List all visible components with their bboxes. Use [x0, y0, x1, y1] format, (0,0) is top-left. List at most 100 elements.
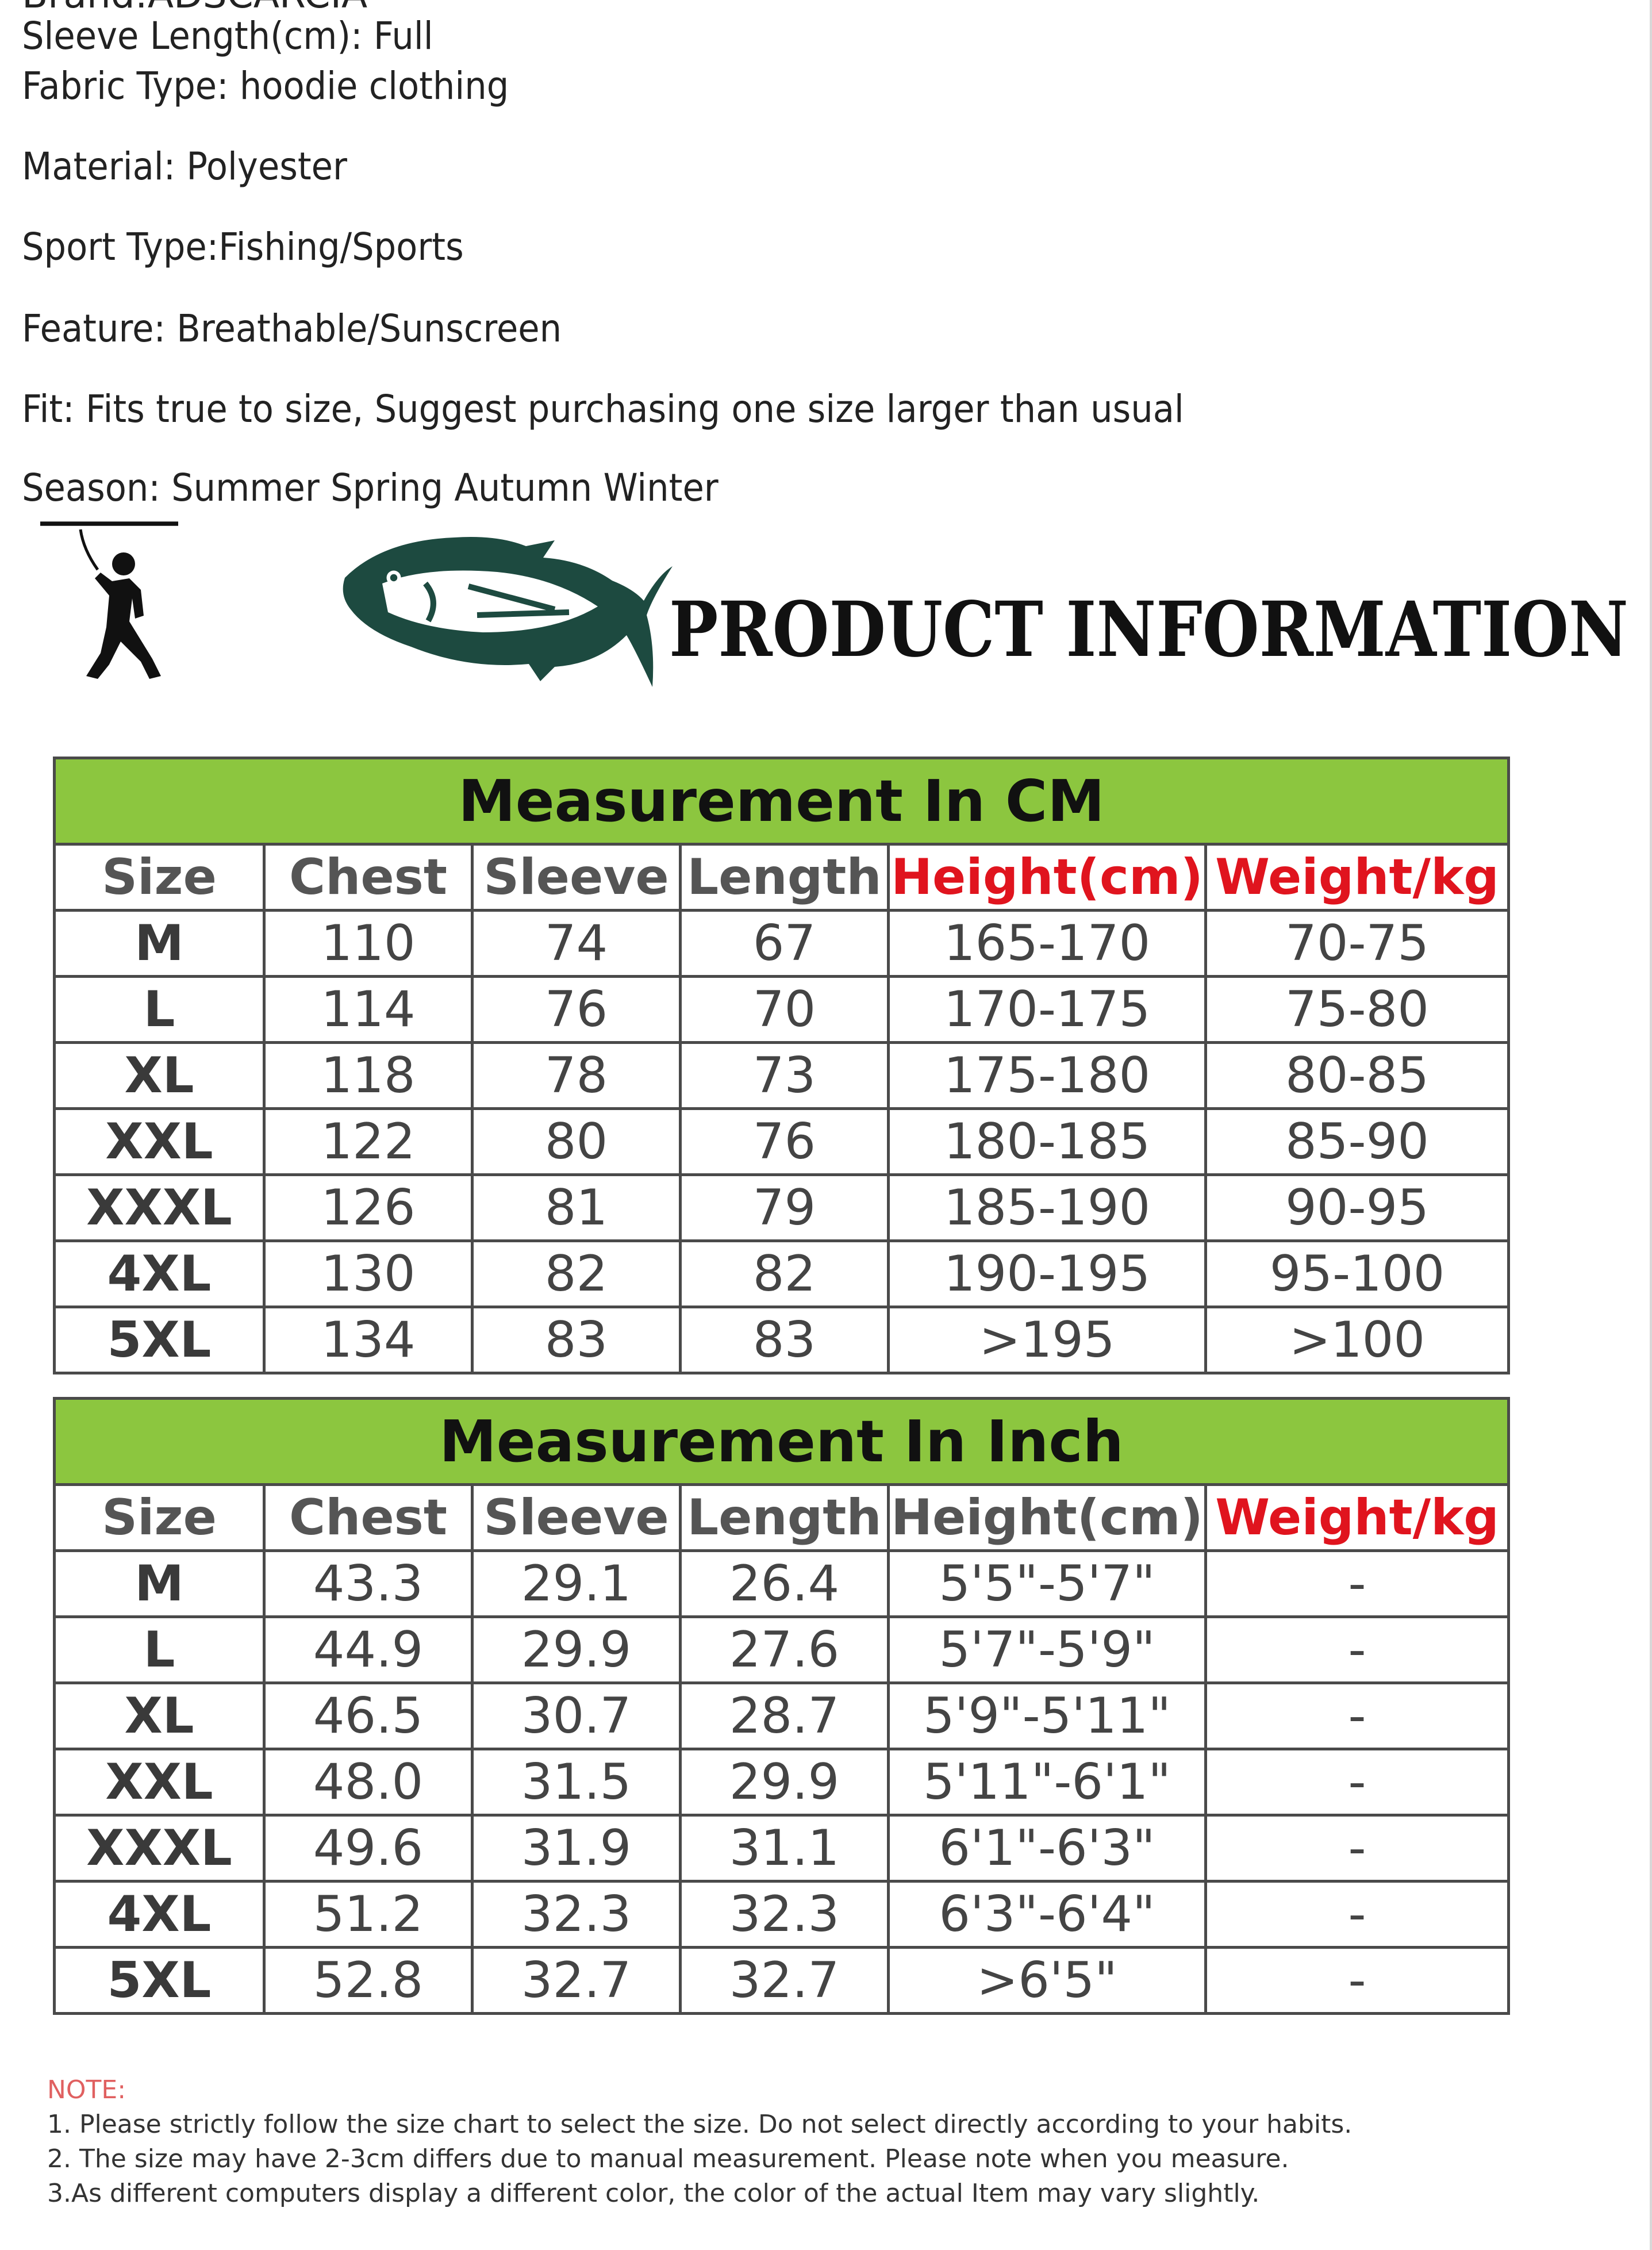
size-cell: XXXL: [53, 1173, 266, 1242]
table-cell: 32.7: [679, 1946, 890, 2015]
column-header: Sleeve: [471, 1483, 682, 1552]
table-cell: 114: [263, 975, 474, 1044]
table-cell: 110: [263, 909, 474, 978]
table-row: L 44.9 29.9 27.6 5'7"-5'9" -: [53, 1615, 1511, 1684]
spec-feature: Feature: Breathable/Sunscreen: [22, 306, 562, 351]
size-table-inch: Measurement In Inch Size Chest Sleeve Length…: [52, 1397, 1511, 2015]
table-cell: 30.7: [471, 1681, 682, 1750]
table-cell: 118: [263, 1041, 474, 1110]
column-header: Length: [679, 1483, 890, 1552]
table-cell: 51.2: [263, 1880, 474, 1949]
size-cell: 4XL: [53, 1239, 266, 1308]
size-cell: L: [53, 1615, 266, 1684]
table-cell: 32.3: [471, 1880, 682, 1949]
table-cell: -: [1204, 1748, 1511, 1817]
table-cell: 44.9: [263, 1615, 474, 1684]
size-cell: XL: [53, 1041, 266, 1110]
table-cell: 79: [679, 1173, 890, 1242]
size-cell: XXL: [53, 1107, 266, 1176]
table-cell: 32.3: [679, 1880, 890, 1949]
product-information-title: PRODUCT INFORMATION: [669, 585, 1628, 674]
table-cell: 6'1"-6'3": [887, 1814, 1207, 1883]
column-header: Size: [53, 843, 266, 912]
table-row: 5XL 52.8 32.7 32.7 >6'5" -: [53, 1946, 1511, 2015]
table-cell: 78: [471, 1041, 682, 1110]
table-cell: 190-195: [887, 1239, 1207, 1308]
table-cell: 52.8: [263, 1946, 474, 2015]
column-header: Length: [679, 843, 890, 912]
table-cell: 73: [679, 1041, 890, 1110]
size-table-cm: Measurement In CM Size Chest Sleeve Length He…: [52, 757, 1511, 1374]
spec-season: Season: Summer Spring Autumn Winter: [22, 466, 719, 510]
table-cell: 28.7: [679, 1681, 890, 1750]
table-cell: -: [1204, 1880, 1511, 1949]
table-cell: 5'7"-5'9": [887, 1615, 1207, 1684]
table-cell: 5'11"-6'1": [887, 1748, 1207, 1817]
spec-sport-type: Sport Type:Fishing/Sports: [22, 225, 464, 269]
size-cell: 5XL: [53, 1946, 266, 2015]
table-cell: 70-75: [1204, 909, 1511, 978]
table-cell: 85-90: [1204, 1107, 1511, 1176]
table-row: XXL 48.0 31.5 29.9 5'11"-6'1" -: [53, 1748, 1511, 1817]
table-cell: 29.9: [471, 1615, 682, 1684]
table-row: XL 118 78 73 175-180 80-85: [53, 1041, 1511, 1110]
spec-sleeve-length: Sleeve Length(cm): Full: [22, 14, 433, 58]
table-row: M 43.3 29.1 26.4 5'5"-5'7" -: [53, 1549, 1511, 1618]
size-cell: 5XL: [53, 1306, 266, 1374]
table-cell: 180-185: [887, 1107, 1207, 1176]
note-line-2: 2. The size may have 2-3cm differs due t…: [47, 2144, 1289, 2174]
table-cell: -: [1204, 1946, 1511, 2015]
spec-material: Material: Polyester: [22, 144, 347, 189]
note-line-3: 3.As different computers display a diffe…: [47, 2179, 1260, 2208]
table-cell: 48.0: [263, 1748, 474, 1817]
header-row: Size Chest Sleeve Length Height(cm) Weight/kg: [53, 1483, 1511, 1552]
table-cell: >100: [1204, 1306, 1511, 1374]
table-cell: 70: [679, 975, 890, 1044]
table-row: 4XL 51.2 32.3 32.3 6'3"-6'4" -: [53, 1880, 1511, 1949]
table-row: 5XL 134 83 83 >195 >100: [53, 1306, 1511, 1374]
table-cell: 83: [471, 1306, 682, 1374]
table-cell: 29.9: [679, 1748, 890, 1817]
size-cell: XXXL: [53, 1814, 266, 1883]
table-row: XXL 122 80 76 180-185 85-90: [53, 1107, 1511, 1176]
table-title: Measurement In Inch: [52, 1397, 1511, 1486]
table-cell: 67: [679, 909, 890, 978]
table-cell: 5'9"-5'11": [887, 1681, 1207, 1750]
table-cell: 80-85: [1204, 1041, 1511, 1110]
column-header: Sleeve: [471, 843, 682, 912]
column-header: Height(cm): [887, 1483, 1207, 1552]
column-header: Chest: [263, 1483, 474, 1552]
table-cell: 31.1: [679, 1814, 890, 1883]
size-cell: 4XL: [53, 1880, 266, 1949]
table-cell: 175-180: [887, 1041, 1207, 1110]
brand-line: Brand:ADSCARCIA: [22, 0, 367, 17]
table-cell: 130: [263, 1239, 474, 1308]
table-cell: 27.6: [679, 1615, 890, 1684]
table-cell: 6'3"-6'4": [887, 1880, 1207, 1949]
column-header: Chest: [263, 843, 474, 912]
table-row: L 114 76 70 170-175 75-80: [53, 975, 1511, 1044]
table-row: 4XL 130 82 82 190-195 95-100: [53, 1239, 1511, 1308]
table-cell: >6'5": [887, 1946, 1207, 2015]
table-cell: 75-80: [1204, 975, 1511, 1044]
table-row: XL 46.5 30.7 28.7 5'9"-5'11" -: [53, 1681, 1511, 1750]
table-cell: 90-95: [1204, 1173, 1511, 1242]
table-cell: -: [1204, 1814, 1511, 1883]
table-cell: 46.5: [263, 1681, 474, 1750]
column-header: Weight/kg: [1204, 1483, 1511, 1552]
column-header: Height(cm): [887, 843, 1207, 912]
table-cell: -: [1204, 1615, 1511, 1684]
table-cell: 49.6: [263, 1814, 474, 1883]
column-header: Weight/kg: [1204, 843, 1511, 912]
table-cell: 126: [263, 1173, 474, 1242]
table-cell: 5'5"-5'7": [887, 1549, 1207, 1618]
note-label: NOTE:: [47, 2075, 126, 2105]
table-row: M 110 74 67 165-170 70-75: [53, 909, 1511, 978]
table-row: XXXL 49.6 31.9 31.1 6'1"-6'3" -: [53, 1814, 1511, 1883]
spec-fabric-type: Fabric Type: hoodie clothing: [22, 64, 509, 108]
table-row: XXXL 126 81 79 185-190 90-95: [53, 1173, 1511, 1242]
size-cell: L: [53, 975, 266, 1044]
table-cell: -: [1204, 1681, 1511, 1750]
header-row: Size Chest Sleeve Length Height(cm) Weight/kg: [53, 843, 1511, 912]
table-cell: 43.3: [263, 1549, 474, 1618]
